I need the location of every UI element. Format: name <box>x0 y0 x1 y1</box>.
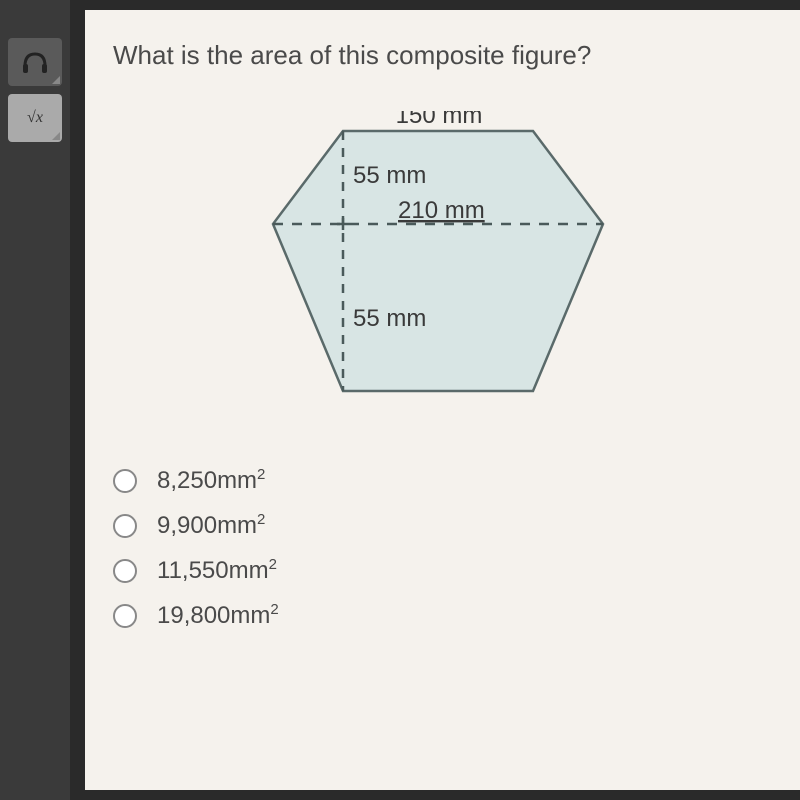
option-row: 11,550mm2 <box>113 556 772 585</box>
hexagon-shape <box>273 131 603 391</box>
option-label: 8,250mm2 <box>157 466 265 495</box>
option-row: 19,800mm2 <box>113 601 772 630</box>
radio-option-2[interactable] <box>113 514 137 538</box>
option-label: 11,550mm2 <box>157 556 277 585</box>
options-list: 8,250mm2 9,900mm2 11,550mm2 19,800mm2 <box>113 466 772 630</box>
audio-button[interactable] <box>8 38 62 86</box>
sqrt-button[interactable]: √x <box>8 94 62 142</box>
label-lower-mid: 55 mm <box>353 305 426 332</box>
radio-option-3[interactable] <box>113 559 137 583</box>
radio-option-1[interactable] <box>113 469 137 493</box>
radio-option-4[interactable] <box>113 604 137 628</box>
question-text: What is the area of this composite figur… <box>113 40 772 71</box>
option-row: 9,900mm2 <box>113 511 772 540</box>
sidebar: √x <box>0 0 70 800</box>
composite-figure: 150 mm 55 mm 210 mm 55 mm <box>243 111 643 411</box>
option-label: 19,800mm2 <box>157 601 279 630</box>
option-row: 8,250mm2 <box>113 466 772 495</box>
label-diagonal: 210 mm <box>398 197 485 224</box>
label-upper-mid: 55 mm <box>353 162 426 189</box>
option-label: 9,900mm2 <box>157 511 265 540</box>
corner-indicator <box>52 132 60 140</box>
sqrt-icon: √x <box>27 109 43 127</box>
label-top: 150 mm <box>396 111 483 129</box>
figure-container: 150 mm 55 mm 210 mm 55 mm <box>243 111 772 416</box>
headphone-icon <box>21 50 49 74</box>
content-panel: What is the area of this composite figur… <box>85 10 800 790</box>
corner-indicator <box>52 76 60 84</box>
